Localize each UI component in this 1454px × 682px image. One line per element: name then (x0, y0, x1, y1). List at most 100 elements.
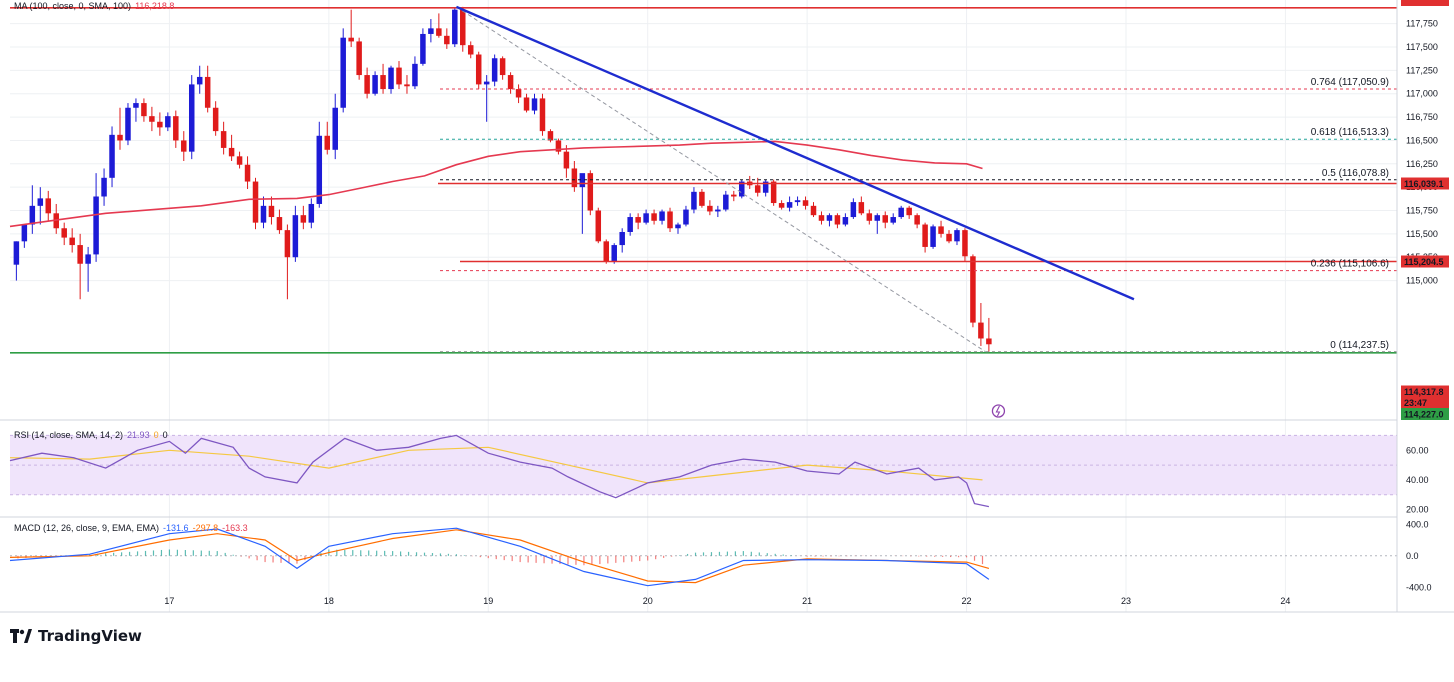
candle-down (69, 237, 75, 246)
candle-up (125, 107, 131, 141)
candle-up (683, 209, 689, 225)
macd-tick-label: -400.0 (1406, 582, 1432, 592)
candle-down (157, 121, 163, 128)
candle-down (563, 151, 570, 169)
price-tick-label: 117,750 (1406, 19, 1438, 29)
candle-up (133, 103, 139, 108)
candle-down (906, 207, 912, 216)
price-tick-label: 117,000 (1406, 89, 1438, 99)
candle-up (930, 226, 936, 247)
candle-up (611, 245, 617, 262)
candle-up (715, 209, 721, 212)
candle-up (739, 181, 745, 197)
price-badge-text: 114,317.8 (1404, 387, 1444, 397)
candle-up (890, 217, 896, 223)
candle-down (802, 200, 809, 206)
x-tick-label: 23 (1121, 596, 1131, 606)
candle-down (404, 84, 410, 87)
candle-down (978, 322, 984, 339)
x-tick-label: 19 (483, 596, 493, 606)
x-tick-label: 22 (962, 596, 972, 606)
price-tick-label: 115,500 (1406, 229, 1438, 239)
candle-up (37, 198, 44, 206)
candle-up (842, 217, 849, 225)
candle-up (372, 75, 378, 94)
candle-down (380, 75, 386, 90)
price-tick-label: 116,250 (1406, 159, 1438, 169)
candle-down (396, 67, 402, 85)
candle-down (61, 228, 67, 238)
candle-down (300, 215, 307, 223)
candle-down (181, 140, 187, 152)
candle-up (196, 76, 203, 85)
candle-down (770, 181, 777, 204)
candle-down (595, 210, 602, 242)
tradingview-logo[interactable]: TradingView (10, 627, 142, 645)
candle-up (13, 241, 20, 265)
candle-down (467, 45, 474, 55)
candle-up (531, 98, 538, 111)
fib-label-0.5: 0.5 (116,078.8) (1322, 168, 1389, 179)
candle-down (587, 173, 594, 211)
candle-up (826, 215, 833, 221)
candle-up (109, 134, 115, 178)
candle-down (707, 205, 713, 212)
candle-down (204, 76, 211, 108)
candle-up (428, 28, 434, 34)
x-tick-label: 18 (324, 596, 334, 606)
legends: MA (100, close, 0, SMA, 100) 116,218.8 RS… (14, 1, 248, 533)
candle-down (970, 256, 976, 323)
candle-down (212, 107, 219, 132)
candle-up (619, 231, 625, 246)
rsi-line (9, 434, 990, 508)
candle-up (762, 181, 769, 193)
x-tick-label: 24 (1280, 596, 1290, 606)
candle-up (316, 135, 323, 204)
candle-up (850, 202, 857, 218)
candle-down (436, 28, 442, 36)
candle-up (388, 67, 394, 90)
candle-down (866, 213, 873, 221)
candle-up (627, 217, 633, 232)
fib-label-0.764: 0.764 (117,050.9) (1311, 77, 1389, 88)
rsi-band (10, 434, 1397, 496)
x-tick-label: 21 (802, 596, 812, 606)
candle-up (308, 203, 315, 223)
candle-up (491, 58, 498, 82)
alert-marker-icon (991, 404, 1006, 418)
candle-down (444, 35, 450, 45)
price-tick-label: 115,750 (1406, 206, 1438, 216)
candle-up (659, 211, 665, 221)
candle-up (188, 84, 195, 152)
candle-down (882, 215, 888, 223)
candle-down (220, 131, 227, 148)
rsi-tick-label: 40.00 (1406, 475, 1429, 485)
tradingview-logo-icon (10, 629, 32, 643)
macd-legend: MACD (12, 26, close, 9, EMA, EMA) -131.6-… (14, 523, 248, 533)
candle-up (643, 213, 649, 223)
candle-down (228, 147, 235, 157)
candle-up (21, 224, 28, 242)
candle-down (699, 191, 705, 206)
price-badge (1401, 408, 1449, 420)
candle-down (547, 131, 554, 141)
candle-down (539, 98, 546, 132)
fib-label-0.236: 0.236 (115,106.6) (1311, 259, 1389, 270)
candle-down (754, 185, 761, 193)
rsi-shaded-band (10, 435, 1397, 495)
candle-down (348, 37, 354, 42)
lightning-icon (995, 405, 1001, 417)
candle-up (101, 177, 107, 197)
price-axis[interactable]: 1718192021222324115,000115,250115,500115… (0, 0, 1454, 613)
candle-up (292, 215, 299, 258)
candle-down (651, 213, 657, 221)
overlays: 0.764 (117,050.9) 0.618 (116,513.3) 0.5 (1… (9, 5, 1397, 418)
x-tick-label: 20 (643, 596, 653, 606)
candle-down (276, 217, 283, 231)
candle-up (723, 194, 729, 210)
price-badge-text: 23:47 (1404, 398, 1427, 408)
candle-down (356, 41, 362, 76)
candle-down (460, 9, 466, 46)
candle-down (45, 198, 52, 214)
